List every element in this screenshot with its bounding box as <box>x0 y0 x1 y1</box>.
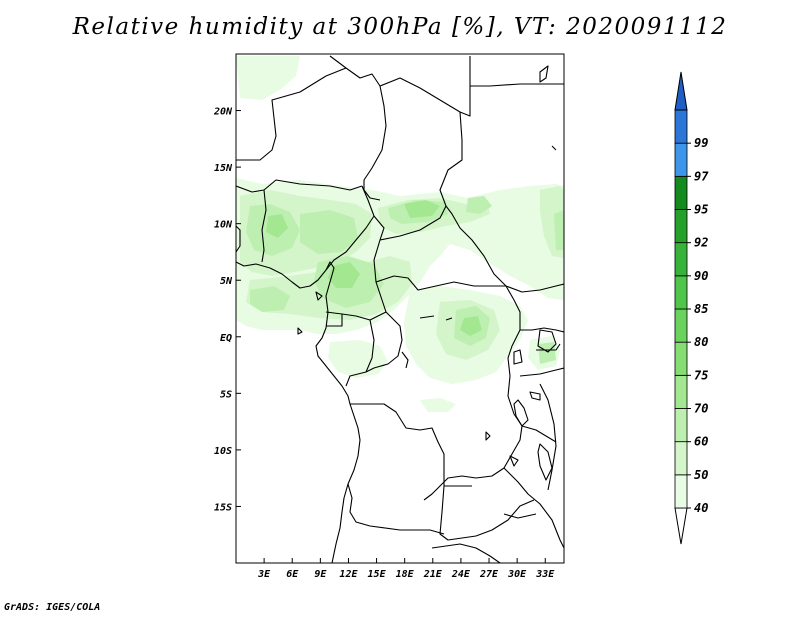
colorbar-segment <box>674 175 688 210</box>
lat-tick-label: 20N <box>213 107 233 118</box>
humidity-area-70 <box>404 200 440 218</box>
lon-tick-label: 9E <box>314 569 327 580</box>
colorbar-segment <box>674 308 688 343</box>
colorbar-segment <box>674 109 688 144</box>
humidity-area-40 <box>236 56 300 100</box>
colorbar: 40 50 60 70 75 80 85 90 92 95 97 99 <box>674 71 709 545</box>
humidity-area-70 <box>266 214 288 238</box>
lon-tick-label: 27E <box>479 569 499 580</box>
lon-tick-label: 24E <box>451 569 471 580</box>
lat-tick-label: 15N <box>214 163 233 174</box>
colorbar-label: 75 <box>694 368 708 382</box>
colorbar-label: 50 <box>694 468 708 482</box>
lon-tick-label: 3E <box>257 569 271 580</box>
colorbar-label: 92 <box>694 236 708 250</box>
colorbar-segment <box>674 474 688 509</box>
colorbar-label: 90 <box>694 269 708 283</box>
colorbar-segment <box>674 275 688 310</box>
humidity-area-70 <box>460 316 482 336</box>
humidity-area-60 <box>538 342 556 364</box>
colorbar-segment <box>674 341 688 376</box>
humidity-area-40 <box>328 340 388 378</box>
colorbar-segment <box>674 441 688 476</box>
colorbar-segment <box>674 242 688 277</box>
map-frame <box>235 53 565 564</box>
chart-title: Relative humidity at 300hPa [%], VT: 202… <box>72 14 728 40</box>
lat-tick-label: 10N <box>214 220 233 231</box>
colorbar-label: 80 <box>694 335 708 349</box>
colorbar-segment <box>674 209 688 244</box>
map-axes: 3E 6E 9E 12E 15E 18E 21E 24E 27E 30E 33E 20N 15N 10N 5… <box>213 107 555 580</box>
colorbar-label: 40 <box>694 501 708 515</box>
country-borders <box>236 55 564 563</box>
lon-tick-label: 12E <box>339 569 358 580</box>
colorbar-high-cap <box>674 71 688 111</box>
colorbar-low-cap <box>674 507 688 545</box>
lon-tick-label: 6E <box>286 569 299 580</box>
colorbar-segment <box>674 374 688 409</box>
colorbar-segment <box>674 408 688 443</box>
colorbar-label: 95 <box>694 203 708 217</box>
lat-tick-label: 10S <box>214 446 232 457</box>
colorbar-label: 60 <box>694 435 708 449</box>
humidity-area-60 <box>300 210 358 254</box>
colorbar-label: 99 <box>694 136 708 150</box>
colorbar-label: 85 <box>694 302 708 316</box>
lat-tick-label: 5S <box>220 389 232 400</box>
colorbar-label: 70 <box>694 402 708 416</box>
grads-credit: GrADS: IGES/COLA <box>4 602 101 613</box>
lon-tick-label: 21E <box>423 569 443 580</box>
humidity-area-40 <box>420 398 456 412</box>
colorbar-segment <box>674 142 688 177</box>
humidity-area-60 <box>250 286 290 312</box>
colorbar-label: 97 <box>694 169 709 183</box>
lat-tick-label: 5N <box>220 276 233 287</box>
humidity-area-60 <box>466 196 492 214</box>
humidity-area-60 <box>554 210 564 250</box>
lon-tick-label: 33E <box>535 569 555 580</box>
lon-tick-label: 18E <box>396 569 415 580</box>
lat-tick-label: EQ <box>220 333 232 344</box>
lon-tick-label: 15E <box>368 569 387 580</box>
humidity-area-70 <box>328 262 360 288</box>
lon-tick-label: 30E <box>507 569 527 580</box>
lat-tick-label: 15S <box>214 502 232 513</box>
humidity-shading <box>236 56 564 412</box>
